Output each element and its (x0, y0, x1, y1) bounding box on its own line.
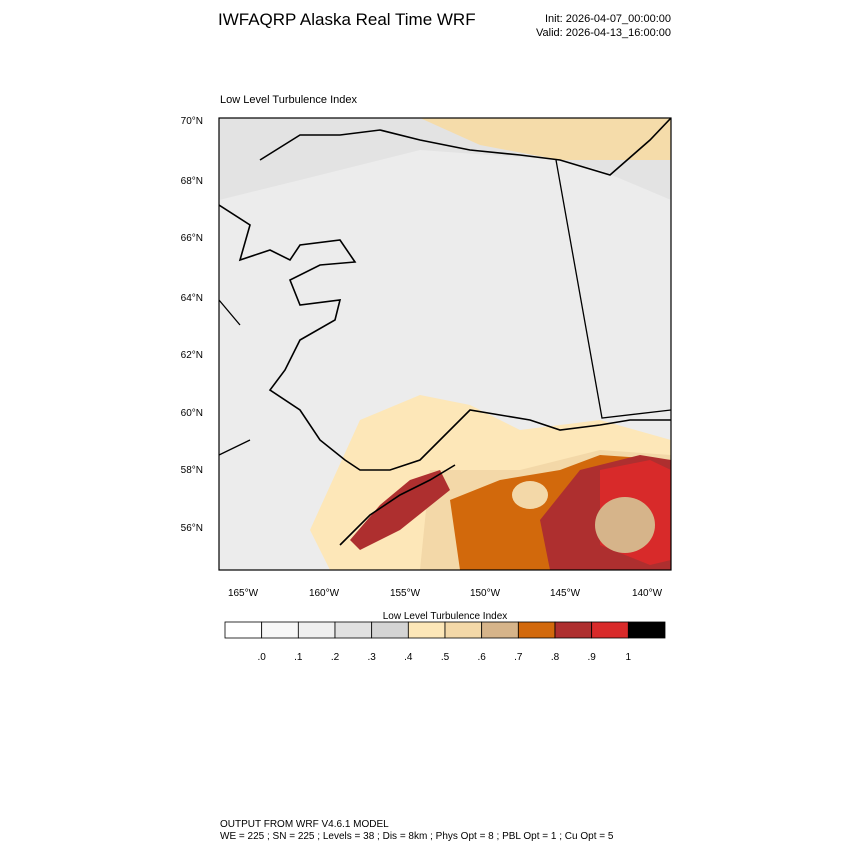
colorbar-box (554, 621, 593, 639)
title: IWFAQRP Alaska Real Time WRF (218, 10, 476, 29)
colorbar-box (591, 621, 629, 639)
map (218, 117, 672, 571)
colorbar-box (481, 621, 519, 639)
colorbar-box (297, 621, 336, 639)
valid-time: Valid: 2026-04-13_16:00:00 (536, 27, 671, 39)
lat-label: 58°N (181, 465, 203, 476)
colorbar-label: .8 (551, 652, 560, 663)
colorbar-label: .3 (367, 652, 376, 663)
colorbar-label: .2 (331, 652, 340, 663)
init-time: Init: 2026-04-07_00:00:00 (545, 13, 671, 25)
colorbar-label: .4 (404, 652, 413, 663)
lon-label: 140°W (632, 588, 663, 599)
lat-label: 70°N (181, 116, 203, 127)
colorbar-box (627, 621, 666, 639)
colorbar: .0 .1 .2 .3 .4 .5 .6 .7 .8 .9 1 (224, 621, 666, 663)
lat-label: 62°N (181, 350, 203, 361)
lon-label: 145°W (550, 588, 581, 599)
colorbar-label: 1 (626, 652, 632, 663)
colorbar-label: .0 (257, 652, 266, 663)
colorbar-box (517, 621, 556, 639)
footer-line: OUTPUT FROM WRF V4.6.1 MODEL (220, 819, 389, 830)
colorbar-label: .9 (587, 652, 596, 663)
lat-label: 64°N (181, 293, 203, 304)
colorbar-label: .7 (514, 652, 523, 663)
footer-line: WE = 225 ; SN = 225 ; Levels = 38 ; Dis … (220, 831, 614, 842)
lat-labels: 70°N 68°N 66°N 64°N 62°N 60°N 58°N 56°N (181, 116, 203, 534)
lon-label: 160°W (309, 588, 340, 599)
colorbar-box (224, 621, 263, 639)
lon-label: 165°W (228, 588, 259, 599)
lon-labels: 165°W 160°W 155°W 150°W 145°W 140°W (228, 588, 663, 599)
lat-label: 56°N (181, 523, 203, 534)
colorbar-box (261, 621, 299, 639)
lat-label: 68°N (181, 176, 203, 187)
colorbar-label: .5 (441, 652, 450, 663)
lon-label: 150°W (470, 588, 501, 599)
map-subtitle: Low Level Turbulence Index (220, 94, 357, 106)
colorbar-title: Low Level Turbulence Index (383, 611, 508, 622)
colorbar-box (444, 621, 483, 639)
colorbar-box (407, 621, 446, 639)
colorbar-box (371, 621, 409, 639)
lon-label: 155°W (390, 588, 421, 599)
colorbar-label: .1 (294, 652, 303, 663)
lat-label: 66°N (181, 233, 203, 244)
lat-label: 60°N (181, 408, 203, 419)
colorbar-box (334, 621, 373, 639)
colorbar-label: .6 (477, 652, 486, 663)
